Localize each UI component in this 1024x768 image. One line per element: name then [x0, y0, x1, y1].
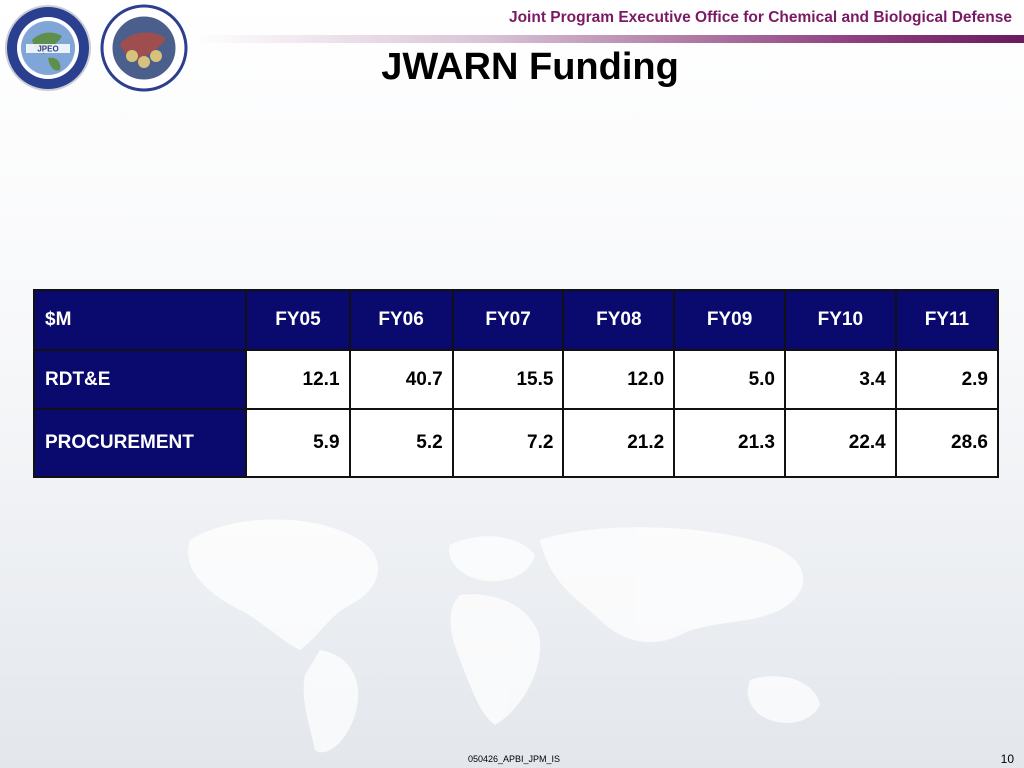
jpeo-cbd-seal-logo: JPEO: [5, 5, 91, 91]
column-header-fy10: FY10: [783, 289, 897, 351]
column-header-fy06: FY06: [348, 289, 454, 351]
table-header-row: $M FY05 FY06 FY07 FY08 FY09 FY10 FY11: [32, 289, 1000, 351]
row-label-procurement: PROCUREMENT: [32, 408, 248, 478]
column-header-fy09: FY09: [673, 289, 786, 351]
table-cell: 3.4: [783, 349, 897, 410]
table-row-rdte: RDT&E 12.1 40.7 15.5 12.0 5.0 3.4 2.9: [32, 349, 1000, 410]
funding-table: $M FY05 FY06 FY07 FY08 FY09 FY10 FY11 RD…: [32, 289, 1000, 478]
slide-title: JWARN Funding: [381, 46, 679, 88]
table-row-procurement: PROCUREMENT 5.9 5.2 7.2 21.2 21.3 22.4 2…: [32, 408, 1000, 478]
row-label-rdte: RDT&E: [32, 349, 248, 410]
column-header-units: $M: [32, 289, 248, 351]
table-cell: 2.9: [894, 349, 1000, 410]
header-bar: [195, 35, 1024, 43]
table-cell: 5.2: [348, 408, 454, 478]
table-cell: 7.2: [451, 408, 565, 478]
column-header-fy08: FY08: [562, 289, 676, 351]
world-map-background: [188, 519, 820, 753]
column-header-fy07: FY07: [451, 289, 565, 351]
table-cell: 5.9: [245, 408, 351, 478]
table-cell: 21.2: [562, 408, 676, 478]
table-cell: 28.6: [894, 408, 1000, 478]
column-header-fy05: FY05: [245, 289, 351, 351]
table-cell: 15.5: [451, 349, 565, 410]
table-cell: 40.7: [348, 349, 454, 410]
table-cell: 21.3: [673, 408, 786, 478]
column-header-fy11: FY11: [894, 289, 1000, 351]
footer-document-code: 050426_APBI_JPM_IS: [468, 754, 561, 764]
svg-text:JPEO: JPEO: [37, 45, 58, 54]
organization-name: Joint Program Executive Office for Chemi…: [508, 9, 1012, 26]
table-cell: 12.1: [245, 349, 351, 410]
table-cell: 5.0: [673, 349, 786, 410]
table-cell: 22.4: [783, 408, 897, 478]
page-number: 10: [1000, 752, 1014, 766]
table-cell: 12.0: [562, 349, 676, 410]
information-systems-seal-logo: [100, 4, 188, 92]
